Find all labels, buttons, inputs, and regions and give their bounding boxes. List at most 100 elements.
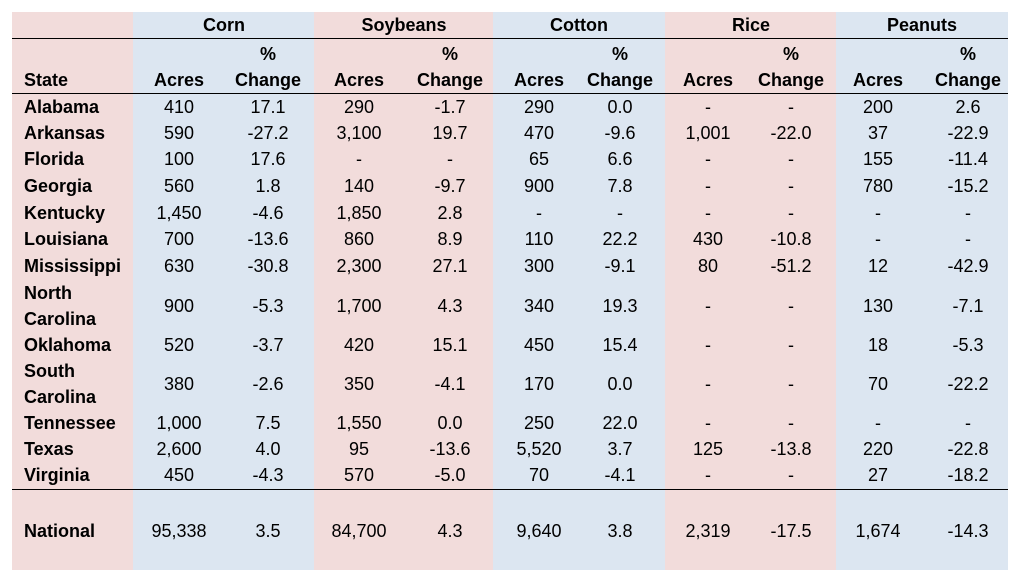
pct-change-cell: -5.0 — [434, 465, 466, 485]
pct-change-cell: -9.7 — [434, 176, 466, 196]
national-pct-change-cell: 3.5 — [255, 521, 281, 541]
rule-header — [12, 93, 1008, 94]
acres-cell: - — [536, 203, 542, 223]
column-band — [836, 12, 1008, 570]
pct-change-cell: -15.2 — [947, 176, 989, 196]
pct-change-cell: 27.1 — [432, 256, 468, 276]
pct-change-cell: 6.6 — [607, 149, 633, 169]
acres-cell: - — [705, 97, 711, 117]
col-header-pct: % — [441, 44, 458, 64]
col-header-state: State — [24, 70, 69, 90]
col-header-pct: % — [782, 44, 799, 64]
acres-cell: 1,700 — [336, 296, 382, 316]
col-header-acres: Acres — [153, 70, 205, 90]
pct-change-cell: 15.1 — [432, 335, 468, 355]
acres-cell: 450 — [523, 335, 555, 355]
group-header: Peanuts — [886, 15, 958, 35]
col-header-acres: Acres — [333, 70, 385, 90]
column-band — [665, 12, 836, 570]
state-name: Kentucky — [24, 203, 106, 223]
acres-cell: 900 — [163, 296, 195, 316]
pct-change-cell: -13.6 — [429, 439, 471, 459]
national-label: National — [24, 521, 96, 541]
column-band — [12, 12, 133, 570]
pct-change-cell: -22.2 — [947, 374, 989, 394]
acres-cell: 1,450 — [156, 203, 202, 223]
pct-change-cell: -4.1 — [434, 374, 466, 394]
pct-change-cell: - — [965, 229, 971, 249]
pct-change-cell: 8.9 — [437, 229, 463, 249]
pct-change-cell: 17.1 — [250, 97, 286, 117]
pct-change-cell: -9.6 — [604, 123, 636, 143]
acres-cell: - — [875, 413, 881, 433]
pct-change-cell: -51.2 — [770, 256, 812, 276]
state-name: Florida — [24, 149, 85, 169]
acres-cell: 1,001 — [685, 123, 731, 143]
pct-change-cell: - — [788, 465, 794, 485]
pct-change-cell: 22.0 — [602, 413, 638, 433]
acres-cell: 340 — [523, 296, 555, 316]
state-name: Georgia — [24, 176, 93, 196]
acres-cell: 220 — [862, 439, 894, 459]
national-pct-change-cell: 4.3 — [437, 521, 463, 541]
acres-cell: 37 — [867, 123, 889, 143]
pct-change-cell: 4.0 — [255, 439, 281, 459]
pct-change-cell: -4.6 — [252, 203, 284, 223]
pct-change-cell: 7.8 — [607, 176, 633, 196]
group-header: Cotton — [550, 15, 608, 35]
col-header-pct: % — [611, 44, 628, 64]
acres-cell: 700 — [163, 229, 195, 249]
pct-change-cell: - — [788, 413, 794, 433]
acres-cell: 18 — [867, 335, 889, 355]
pct-change-cell: -18.2 — [947, 465, 989, 485]
acres-cell: - — [705, 149, 711, 169]
acres-cell: 65 — [528, 149, 550, 169]
state-name: Mississippi — [24, 256, 122, 276]
acres-cell: - — [705, 465, 711, 485]
pct-change-cell: -27.2 — [247, 123, 289, 143]
pct-change-cell: -4.3 — [252, 465, 284, 485]
pct-change-cell: - — [788, 149, 794, 169]
pct-change-cell: -22.0 — [770, 123, 812, 143]
acres-cell: - — [875, 229, 881, 249]
national-acres-cell: 2,319 — [685, 521, 731, 541]
pct-change-cell: -4.1 — [604, 465, 636, 485]
acres-cell: 860 — [343, 229, 375, 249]
acres-cell: 1,550 — [336, 413, 382, 433]
pct-change-cell: - — [788, 296, 794, 316]
pct-change-cell: 0.0 — [437, 413, 463, 433]
acres-cell: 130 — [862, 296, 894, 316]
column-band — [133, 12, 314, 570]
col-header-acres: Acres — [852, 70, 904, 90]
pct-change-cell: 0.0 — [607, 97, 633, 117]
pct-change-cell: -1.7 — [434, 97, 466, 117]
col-header-acres: Acres — [513, 70, 565, 90]
acres-cell: 520 — [163, 335, 195, 355]
national-acres-cell: 84,700 — [331, 521, 387, 541]
acres-cell: 2,300 — [336, 256, 382, 276]
state-name: South Carolina — [24, 361, 97, 407]
acres-cell: 3,100 — [336, 123, 382, 143]
pct-change-cell: 15.4 — [602, 335, 638, 355]
pct-change-cell: -9.1 — [604, 256, 636, 276]
pct-change-cell: -11.4 — [948, 149, 988, 169]
state-name: Louisiana — [24, 229, 109, 249]
pct-change-cell: - — [788, 374, 794, 394]
acres-cell: 27 — [867, 465, 889, 485]
acres-cell: 5,520 — [516, 439, 562, 459]
acres-cell: 2,600 — [156, 439, 202, 459]
state-name: Texas — [24, 439, 74, 459]
acres-cell: - — [705, 413, 711, 433]
pct-change-cell: -3.7 — [252, 335, 284, 355]
acres-cell: 290 — [343, 97, 375, 117]
pct-change-cell: 7.5 — [255, 413, 281, 433]
acres-cell: 290 — [523, 97, 555, 117]
pct-change-cell: 2.8 — [437, 203, 463, 223]
pct-change-cell: 3.7 — [607, 439, 633, 459]
acres-cell: 430 — [692, 229, 724, 249]
pct-change-cell: - — [788, 97, 794, 117]
acres-cell: 450 — [163, 465, 195, 485]
acres-cell: 140 — [343, 176, 375, 196]
pct-change-cell: -7.1 — [952, 296, 984, 316]
